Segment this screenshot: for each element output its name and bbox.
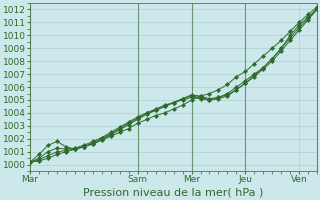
X-axis label: Pression niveau de la mer( hPa ): Pression niveau de la mer( hPa ) xyxy=(84,187,264,197)
